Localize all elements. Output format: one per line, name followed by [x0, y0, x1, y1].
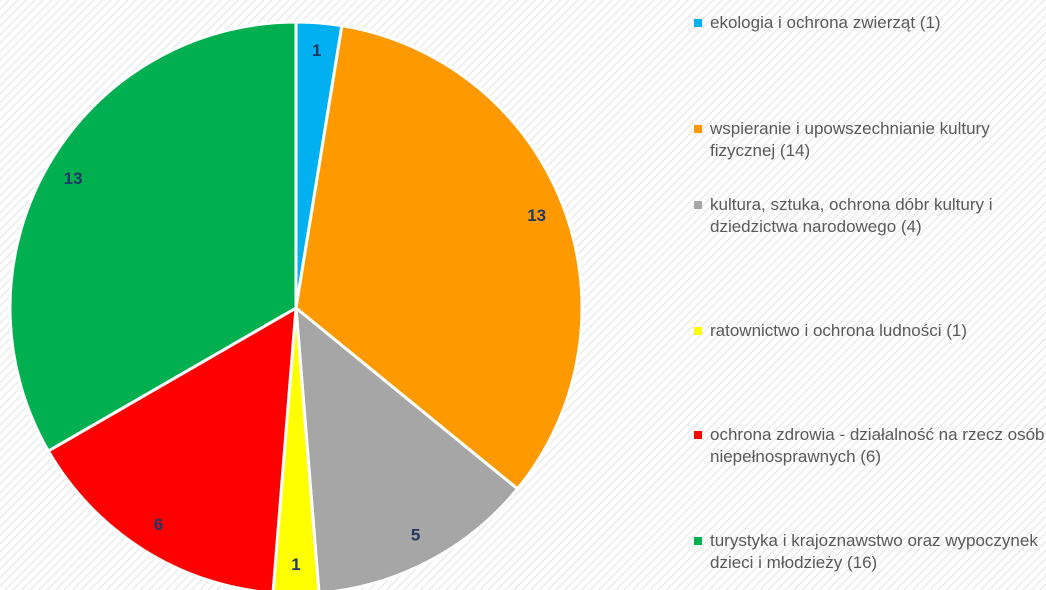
legend-swatch: [694, 431, 702, 439]
legend-item: ochrona zdrowia - działalność na rzecz o…: [694, 424, 1046, 468]
legend-item: turystyka i krajoznawstwo oraz wypoczyne…: [694, 530, 1046, 574]
data-label: 1: [312, 41, 321, 60]
legend-label: ekologia i ochrona zwierząt (1): [710, 13, 941, 32]
legend-label: ochrona zdrowia - działalność na rzecz o…: [710, 425, 1045, 466]
legend-item: ekologia i ochrona zwierząt (1): [694, 12, 1046, 34]
legend-swatch: [694, 537, 702, 545]
data-label: 6: [154, 515, 163, 534]
legend-swatch: [694, 201, 702, 209]
legend-label: wspieranie i upowszechnianie kultury fiz…: [710, 119, 990, 160]
data-label: 1: [291, 555, 300, 574]
pie-slice: [294, 304, 520, 590]
pie-slice: [271, 307, 321, 590]
data-label: 13: [64, 169, 83, 188]
legend-swatch: [694, 125, 702, 133]
pie-slice: [8, 20, 298, 454]
legend-label: turystyka i krajoznawstwo oraz wypoczyne…: [710, 531, 1038, 572]
pie-slice: [294, 23, 584, 491]
legend-swatch: [694, 327, 702, 335]
legend-label: kultura, sztuka, ochrona dóbr kultury i …: [710, 195, 993, 236]
data-label: 13: [527, 206, 546, 225]
legend-item: ratownictwo i ochrona ludności (1): [694, 320, 1046, 342]
data-label: 5: [411, 525, 420, 544]
legend-item: wspieranie i upowszechnianie kultury fiz…: [694, 118, 1046, 162]
legend-swatch: [694, 19, 702, 27]
legend-item: kultura, sztuka, ochrona dóbr kultury i …: [694, 194, 1046, 238]
legend-label: ratownictwo i ochrona ludności (1): [710, 321, 968, 340]
